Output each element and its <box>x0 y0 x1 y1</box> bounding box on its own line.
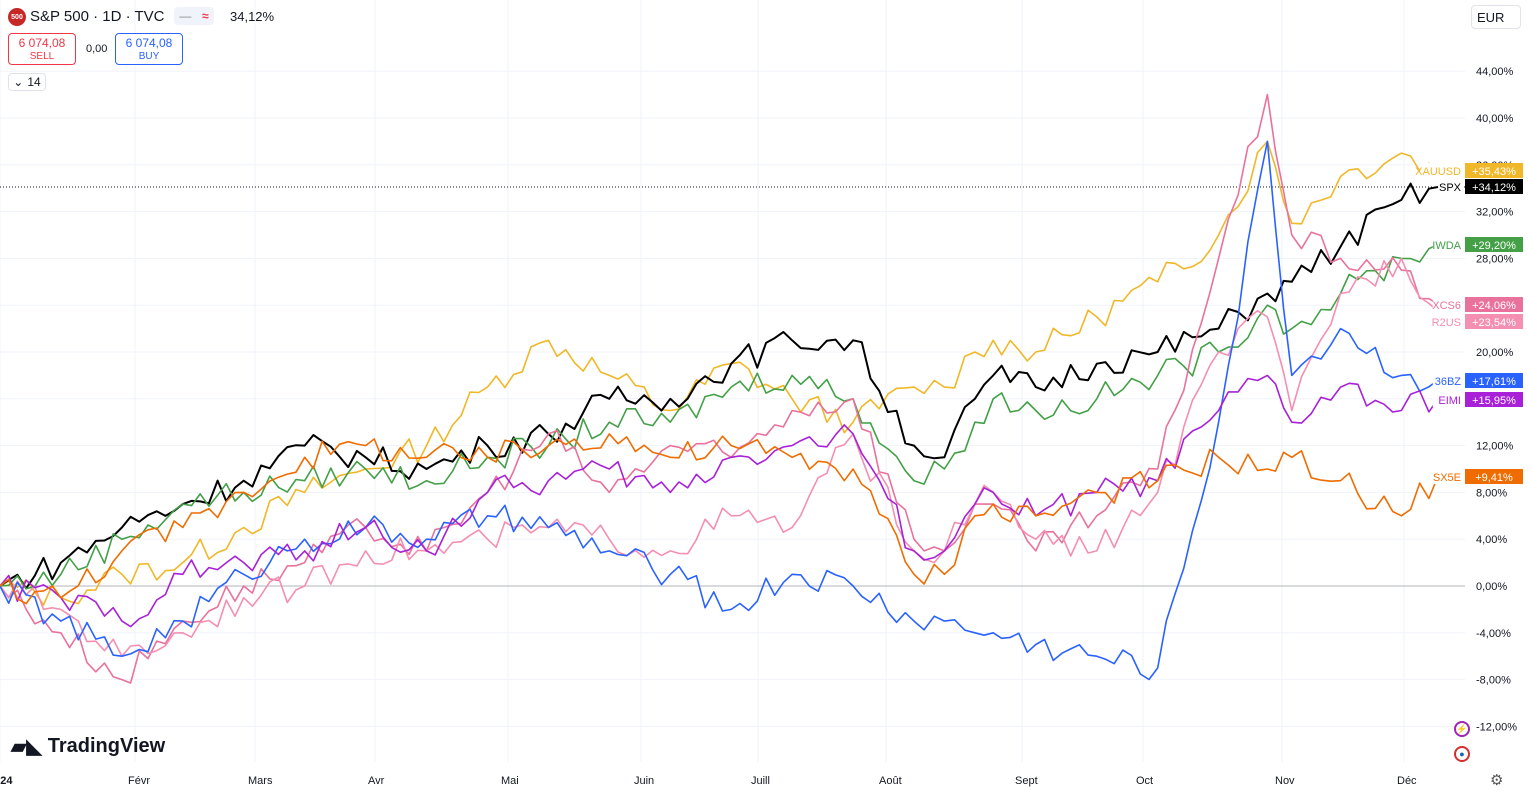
y-tick-label: -8,00% <box>1476 675 1511 687</box>
series-name-label: XCS6 <box>1432 300 1461 312</box>
series-name-label: SX5E <box>1433 472 1461 484</box>
x-tick-label: Juin <box>634 775 654 787</box>
series-name-label: EIMI <box>1438 395 1461 407</box>
indicator-count: 14 <box>27 75 41 89</box>
x-tick-label: Oct <box>1136 775 1153 787</box>
y-tick-label: 32,00% <box>1476 207 1514 219</box>
x-tick-label: Août <box>879 775 902 787</box>
series-value-label: +17,61% <box>1472 376 1516 388</box>
y-tick-label: 4,00% <box>1476 534 1507 546</box>
buy-price: 6 074,08 <box>125 36 173 50</box>
tradingview-wordmark: TradingView <box>47 735 166 757</box>
tradingview-mark-icon: ▰◣ <box>11 736 42 758</box>
buy-label: BUY <box>138 51 160 62</box>
series-name-label: XAUUSD <box>1415 166 1461 178</box>
x-tick-label: Nov <box>1275 775 1295 787</box>
tradingview-logo: ▰◣ TradingView <box>11 734 165 759</box>
sell-label: SELL <box>29 51 55 62</box>
series-value-badge <box>1465 237 1523 252</box>
series-name-label: 36BZ <box>1435 376 1462 388</box>
x-tick-label: Mars <box>248 775 273 787</box>
y-tick-label: 0,00% <box>1476 581 1507 593</box>
x-tick-label: Déc <box>1397 775 1417 787</box>
series-value-badge <box>1465 179 1523 194</box>
series-name-label: R2US <box>1432 317 1461 329</box>
x-tick-label: 2024 <box>0 775 13 787</box>
series-line-spx <box>0 182 1439 590</box>
spread-value: 0,00 <box>86 43 108 55</box>
series-value-label: +23,54% <box>1472 317 1516 329</box>
lightning-icon[interactable]: ⚡ <box>1454 721 1470 737</box>
y-tick-label: 8,00% <box>1476 487 1507 499</box>
series-name-bg <box>1432 469 1464 484</box>
y-tick-label: -4,00% <box>1476 628 1511 640</box>
x-tick-label: Avr <box>368 775 385 787</box>
y-tick-label: 12,00% <box>1476 441 1514 453</box>
sell-price: 6 074,08 <box>18 36 66 50</box>
sell-button[interactable]: 6 074,08 SELL <box>8 33 76 65</box>
y-tick-label: 40,00% <box>1476 113 1514 125</box>
series-line-r2us <box>0 257 1439 658</box>
series-value-label: +9,41% <box>1475 472 1513 484</box>
series-line-xcs6 <box>0 93 1439 684</box>
sp500-logo-icon: 500 <box>8 8 26 26</box>
change-percent: 34,12% <box>230 9 275 24</box>
series-value-badge <box>1465 314 1523 329</box>
series-value-badge <box>1465 373 1523 388</box>
series-value-badge <box>1465 163 1523 178</box>
minus-icon: — <box>179 9 192 23</box>
series-value-label: +15,95% <box>1472 395 1516 407</box>
series-name-bg <box>1432 237 1464 252</box>
series-name-label: SPX <box>1439 182 1462 194</box>
series-name-bg <box>1420 163 1464 178</box>
y-tick-label: 44,00% <box>1476 66 1514 78</box>
series-value-label: +29,20% <box>1472 240 1516 252</box>
y-tick-label: 20,00% <box>1476 347 1514 359</box>
series-value-label: +34,12% <box>1472 182 1516 194</box>
x-tick-label: Sept <box>1015 775 1038 787</box>
series-line-xauusd <box>0 140 1439 606</box>
y-tick-label: -12,00% <box>1476 721 1517 733</box>
currency-select[interactable]: EUR <box>1471 5 1521 29</box>
series-name-bg <box>1439 179 1464 194</box>
series-name-bg <box>1432 314 1464 329</box>
series-value-badge <box>1465 392 1523 407</box>
symbol-title[interactable]: S&P 500 · 1D · TVC <box>30 8 165 25</box>
buy-button[interactable]: 6 074,08 BUY <box>115 33 183 65</box>
series-line-36bz <box>0 140 1439 681</box>
approx-icon: ≈ <box>202 9 209 23</box>
chevron-down-icon: ⌄ <box>13 75 24 89</box>
x-tick-label: Juill <box>751 775 770 787</box>
flag-icon[interactable]: ● <box>1454 746 1470 762</box>
series-name-bg <box>1432 373 1464 388</box>
indicators-collapse-button[interactable]: ⌄ 14 <box>8 73 46 91</box>
x-tick-label: Mai <box>501 775 519 787</box>
gear-icon[interactable]: ⚙ <box>1490 772 1504 789</box>
series-line-iwda <box>0 243 1439 590</box>
series-name-bg <box>1432 297 1464 312</box>
series-name-bg <box>1432 392 1464 407</box>
series-line-eimi <box>0 374 1439 628</box>
x-tick-label: Févr <box>128 775 150 787</box>
series-value-label: +35,43% <box>1472 166 1516 178</box>
series-name-label: IWDA <box>1432 240 1461 252</box>
compare-toggle[interactable]: — ≈ <box>174 7 214 25</box>
series-value-label: +24,06% <box>1472 300 1516 312</box>
series-value-badge <box>1465 469 1523 484</box>
y-tick-label: 28,00% <box>1476 253 1514 265</box>
series-value-badge <box>1465 297 1523 312</box>
series-line-sx5e <box>0 433 1439 605</box>
